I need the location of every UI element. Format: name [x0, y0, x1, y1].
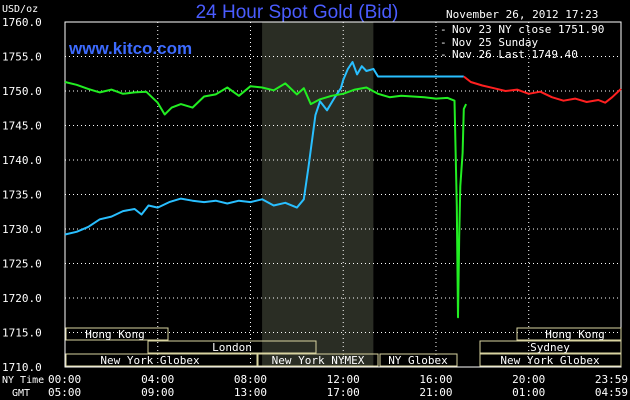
session-bars: Hong Kong Hong Kong London Sydney New Yo… — [65, 327, 622, 367]
session-box-hongkong-right — [516, 327, 622, 341]
session-london: London — [212, 341, 252, 354]
session-ny-globex-mid: NY Globex — [388, 354, 448, 367]
session-hongkong-left: Hong Kong — [85, 328, 145, 341]
x-tick-ny: 12:00 — [327, 373, 360, 386]
grid — [64, 21, 622, 368]
legend-marker-nov26: - — [440, 48, 447, 61]
x-tick-gmt: 21:00 — [419, 386, 452, 399]
y-tick-label: 1750.0 — [2, 85, 42, 98]
x-tick-gmt: 13:00 — [234, 386, 267, 399]
legend-marker-nov23: - — [440, 23, 447, 36]
x-tick-gmt: 05:00 — [48, 386, 81, 399]
session-box-ny-nymex — [257, 353, 379, 367]
y-unit-label: USD/oz — [2, 4, 38, 15]
session-box-hongkong-left — [65, 327, 169, 341]
chart-title: 24 Hour Spot Gold (Bid) — [196, 2, 399, 23]
gmt-label: GMT — [12, 388, 30, 399]
session-ny-globex-right: New York Globex — [500, 354, 600, 367]
x-tick-ny: 23:59 — [595, 373, 628, 386]
x-tick-ny: 00:00 — [48, 373, 81, 386]
x-tick-gmt: 09:00 — [141, 386, 174, 399]
series-nov25-line — [463, 75, 622, 104]
site-url: www.kitco.com — [68, 39, 192, 58]
legend: - Nov 23 NY close 1751.90 - Nov 25 Sunda… — [440, 23, 604, 61]
session-box-london — [147, 340, 317, 354]
session-box-ny-globex-mid — [379, 353, 458, 367]
x-tick-ny: 16:00 — [419, 373, 452, 386]
legend-nov23: Nov 23 NY close 1751.90 — [452, 23, 604, 36]
legend-nov26: Nov 26 Last 1749.40 — [452, 48, 578, 61]
x-tick-ny: 20:00 — [512, 373, 545, 386]
y-tick-label: 1745.0 — [2, 120, 42, 133]
y-tick-label: 1715.0 — [2, 327, 42, 340]
y-tick-label: 1720.0 — [2, 292, 42, 305]
session-ny-globex: New York Globex — [100, 354, 200, 367]
y-tick-label: 1725.0 — [2, 258, 42, 271]
session-ny-nymex: New York NYMEX — [272, 354, 365, 367]
y-axis-ticks: 1760.0 1755.0 1750.0 1745.0 1740.0 1735.0 1730… — [2, 16, 42, 374]
x-tick-ny: 08:00 — [234, 373, 267, 386]
x-tick-gmt: 04:59 — [595, 386, 628, 399]
x-tick-ny: 04:00 — [141, 373, 174, 386]
y-tick-label: 1730.0 — [2, 223, 42, 236]
y-tick-label: 1760.0 — [2, 16, 42, 29]
y-tick-label: 1710.0 — [2, 361, 42, 374]
series-lines — [64, 61, 622, 319]
y-tick-label: 1740.0 — [2, 154, 42, 167]
date-time: November 26, 2012 17:23 — [446, 8, 598, 21]
ny-time-label: NY Time — [2, 375, 44, 386]
legend-marker-nov25: - — [440, 36, 447, 49]
session-box-ny-globex-right — [479, 353, 622, 367]
series-nov26-line — [64, 81, 468, 319]
session-box-sydney — [479, 340, 622, 354]
session-sydney: Sydney — [530, 341, 570, 354]
x-tick-gmt: 17:00 — [327, 386, 360, 399]
series-nov23-line — [64, 61, 464, 236]
x-tick-gmt: 01:00 — [512, 386, 545, 399]
plot-frame — [64, 21, 622, 368]
session-hongkong-right: Hong Kong — [545, 328, 605, 341]
y-tick-label: 1755.0 — [2, 51, 42, 64]
y-tick-label: 1735.0 — [2, 189, 42, 202]
session-box-ny-globex — [65, 353, 258, 367]
legend-nov25: Nov 25 Sunday — [452, 36, 538, 49]
